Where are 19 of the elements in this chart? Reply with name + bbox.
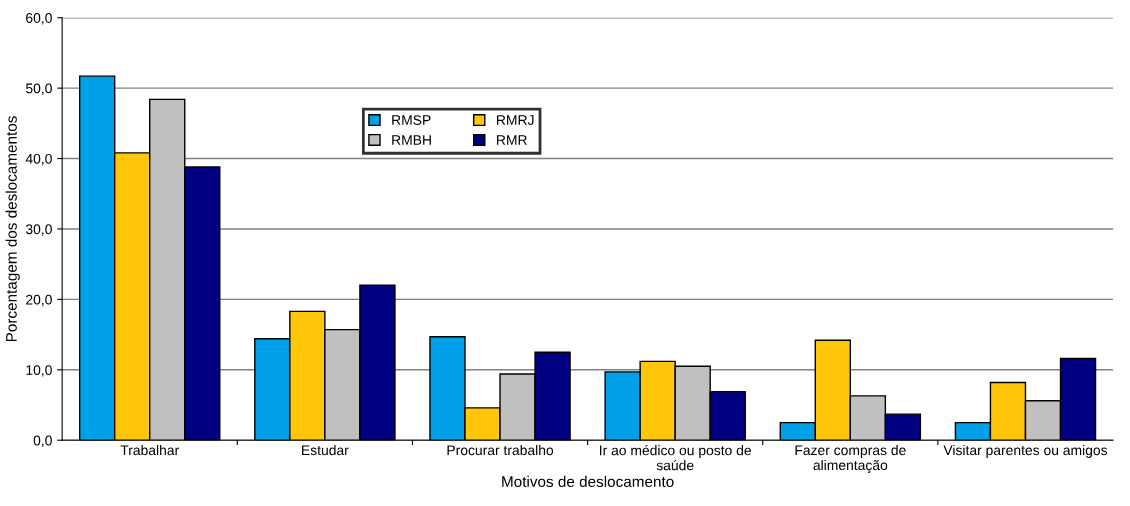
x-tick-label: Estudar [302,444,349,456]
y-tick-label: 30,0 [25,224,52,236]
y-axis-title: Porcentagem dos deslocamentos [5,116,20,342]
legend-label: RMSP [392,115,431,125]
x-axis-title: Motivos de deslocamento [502,475,674,488]
y-tick-label: 20,0 [26,294,52,307]
y-tick-label: 0,0 [33,435,52,448]
y-tick-label: 10,0 [26,365,52,377]
x-tick-label: Fazer compras de alimentação [795,444,906,473]
x-tick-label: Ir ao médico ou posto de saúde [600,444,751,471]
legend-label: RMBH [392,135,431,145]
y-tick-label: 40,0 [25,153,52,166]
x-tick-label: Procurar trabalho [447,444,554,456]
legend-label: RMR [497,135,527,145]
x-tick-label: Visitar parentes ou amigos [943,444,1108,458]
y-tick-label: 60,0 [26,13,52,25]
x-tick-label: Trabalhar [120,444,179,456]
legend-label: RMRJ [497,115,534,125]
y-tick-label: 50,0 [25,83,52,95]
